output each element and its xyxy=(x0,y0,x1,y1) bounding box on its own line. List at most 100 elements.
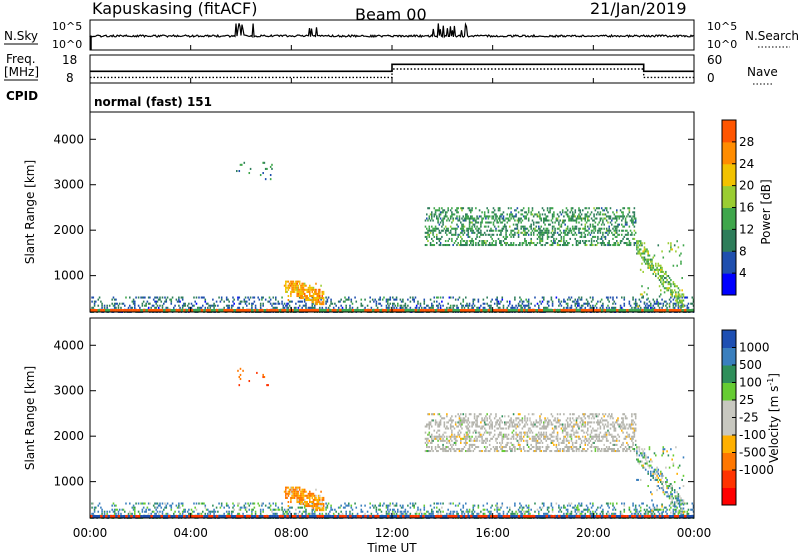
power-cell xyxy=(497,217,500,220)
power-cell xyxy=(658,264,661,267)
power-cell xyxy=(668,305,671,308)
velocity-cell xyxy=(578,502,580,505)
power-cell xyxy=(577,240,579,243)
velocity-cell xyxy=(331,508,334,511)
power-cell xyxy=(477,229,480,232)
power-baseline-cell xyxy=(364,309,367,312)
velocity-cell xyxy=(296,496,298,499)
power-baseline-cell xyxy=(500,309,503,312)
power-cell xyxy=(621,223,623,226)
velocity-cell xyxy=(360,510,363,513)
power-cell xyxy=(595,207,598,210)
power-cell xyxy=(431,217,433,220)
power-cell xyxy=(544,231,546,234)
power-baseline-cell xyxy=(163,309,166,312)
velocity-cell xyxy=(113,512,116,515)
power-baseline-cell xyxy=(520,309,523,312)
power-cell xyxy=(175,298,178,301)
power-baseline-cell xyxy=(228,309,231,312)
power-cell xyxy=(517,229,520,232)
power-cell xyxy=(662,304,665,307)
velocity-cell xyxy=(392,508,394,511)
power-cell xyxy=(321,290,324,293)
power-cell xyxy=(627,233,629,236)
velocity-cell xyxy=(302,496,305,499)
power-cell xyxy=(527,207,530,210)
power-cell xyxy=(506,213,509,216)
power-cell xyxy=(605,296,608,299)
power-cell xyxy=(506,242,509,245)
power-cell xyxy=(499,217,501,220)
power-cell xyxy=(101,304,103,307)
power-cell xyxy=(677,287,680,290)
velocity-cell xyxy=(468,437,471,440)
power-cell xyxy=(578,296,580,299)
power-baseline-cell xyxy=(633,309,637,312)
power-baseline-cell xyxy=(404,309,408,312)
power-cell xyxy=(487,215,490,218)
power-colorbar-cell xyxy=(722,251,736,274)
velocity-cell xyxy=(444,427,447,430)
power-cell xyxy=(569,227,571,230)
power-cell xyxy=(480,233,482,236)
power-cell xyxy=(511,244,514,247)
velocity-cell xyxy=(165,506,168,509)
velocity-cell xyxy=(452,419,454,422)
velocity-cell xyxy=(204,506,207,509)
power-cell xyxy=(597,300,599,303)
power-cell xyxy=(548,231,550,234)
velocity-cell xyxy=(311,508,314,511)
power-cell xyxy=(656,266,658,269)
power-cell xyxy=(468,304,471,307)
power-cell xyxy=(461,227,463,230)
power-cell xyxy=(660,268,662,271)
power-cell xyxy=(458,244,461,247)
power-cell xyxy=(181,298,184,301)
power-cell xyxy=(623,235,626,238)
velocity-cell xyxy=(692,504,695,507)
power-cell xyxy=(290,290,292,293)
power-cell xyxy=(285,304,287,307)
velocity-cell xyxy=(534,510,536,513)
power-cell xyxy=(592,223,594,226)
velocity-cell xyxy=(470,439,472,442)
power-cell xyxy=(485,225,487,228)
power-cell xyxy=(621,211,623,214)
power-cell xyxy=(470,221,472,224)
power-cell xyxy=(551,217,554,220)
velocity-cell xyxy=(463,512,466,515)
velocity-cell xyxy=(447,446,449,449)
power-cell xyxy=(564,219,566,222)
power-cell xyxy=(193,296,195,299)
power-cell xyxy=(381,298,384,301)
power-cell xyxy=(519,304,521,307)
power-cell xyxy=(534,227,536,230)
power-cell xyxy=(473,223,476,226)
power-baseline-cell xyxy=(525,309,528,312)
velocity-cell xyxy=(311,502,314,505)
velocity-cell xyxy=(142,506,145,509)
power-cell xyxy=(554,229,556,232)
velocity-cell xyxy=(428,413,431,416)
power-cell xyxy=(412,298,414,301)
power-cell xyxy=(497,302,500,305)
power-cell xyxy=(490,221,492,224)
power-cell xyxy=(311,296,314,299)
power-cell xyxy=(317,301,320,304)
power-cell xyxy=(554,242,556,245)
power-cell xyxy=(520,209,522,212)
power-cell xyxy=(588,227,590,230)
power-baseline-cell xyxy=(651,309,654,312)
velocity-cell xyxy=(251,512,253,515)
power-cell xyxy=(506,221,509,224)
velocity-cell xyxy=(414,512,417,515)
power-cell xyxy=(471,225,473,228)
power-cell xyxy=(468,221,471,224)
power-cell xyxy=(550,219,553,222)
velocity-cell xyxy=(281,506,283,509)
velocity-cell xyxy=(327,502,330,505)
velocity-cell xyxy=(433,437,436,440)
power-cell xyxy=(429,298,432,301)
power-cell xyxy=(675,293,677,296)
velocity-cell xyxy=(292,488,295,491)
